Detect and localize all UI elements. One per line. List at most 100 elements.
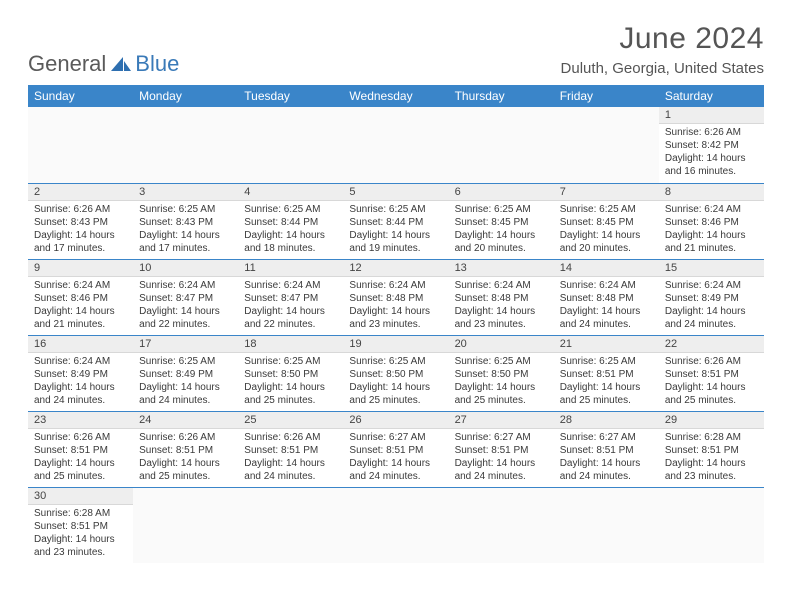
sunset-line: Sunset: 8:48 PM: [560, 292, 653, 305]
daylight-line: Daylight: 14 hours and 20 minutes.: [455, 229, 548, 255]
day-number: 21: [554, 336, 659, 353]
day-details: Sunrise: 6:27 AMSunset: 8:51 PMDaylight:…: [554, 429, 659, 487]
sunrise-line: Sunrise: 6:24 AM: [34, 355, 127, 368]
sunset-line: Sunset: 8:46 PM: [665, 216, 758, 229]
sunrise-line: Sunrise: 6:25 AM: [139, 355, 232, 368]
sunset-line: Sunset: 8:42 PM: [665, 139, 758, 152]
calendar-table: Sunday Monday Tuesday Wednesday Thursday…: [28, 85, 764, 563]
day-number: 12: [343, 260, 448, 277]
sunset-line: Sunset: 8:49 PM: [34, 368, 127, 381]
day-details: Sunrise: 6:24 AMSunset: 8:48 PMDaylight:…: [343, 277, 448, 335]
sunrise-line: Sunrise: 6:26 AM: [665, 126, 758, 139]
calendar-cell: 8Sunrise: 6:24 AMSunset: 8:46 PMDaylight…: [659, 183, 764, 259]
sunset-line: Sunset: 8:51 PM: [34, 444, 127, 457]
sunrise-line: Sunrise: 6:27 AM: [560, 431, 653, 444]
sunrise-line: Sunrise: 6:24 AM: [139, 279, 232, 292]
sunrise-line: Sunrise: 6:24 AM: [244, 279, 337, 292]
day-number: 4: [238, 184, 343, 201]
sunset-line: Sunset: 8:48 PM: [349, 292, 442, 305]
calendar-cell: [554, 487, 659, 563]
calendar-cell: 26Sunrise: 6:27 AMSunset: 8:51 PMDayligh…: [343, 411, 448, 487]
calendar-cell: 6 Sunrise: 6:25 AMSunset: 8:45 PMDaylight…: [449, 183, 554, 259]
sunset-line: Sunset: 8:51 PM: [349, 444, 442, 457]
day-number: 14: [554, 260, 659, 277]
day-number: 3: [133, 184, 238, 201]
day-number: 19: [343, 336, 448, 353]
calendar-cell: 3Sunrise: 6:25 AMSunset: 8:43 PMDaylight…: [133, 183, 238, 259]
day-number: 30: [28, 488, 133, 505]
sunrise-line: Sunrise: 6:24 AM: [665, 279, 758, 292]
calendar-week-row: 2Sunrise: 6:26 AMSunset: 8:43 PMDaylight…: [28, 183, 764, 259]
calendar-cell: 19Sunrise: 6:25 AMSunset: 8:50 PMDayligh…: [343, 335, 448, 411]
daylight-line: Daylight: 14 hours and 25 minutes.: [665, 381, 758, 407]
calendar-cell: [238, 487, 343, 563]
day-number: 23: [28, 412, 133, 429]
day-number: 5: [343, 184, 448, 201]
calendar-cell: 21Sunrise: 6:25 AMSunset: 8:51 PMDayligh…: [554, 335, 659, 411]
calendar-cell: 30Sunrise: 6:28 AMSunset: 8:51 PMDayligh…: [28, 487, 133, 563]
daylight-line: Daylight: 14 hours and 23 minutes.: [34, 533, 127, 559]
day-details: Sunrise: 6:24 AMSunset: 8:46 PMDaylight:…: [28, 277, 133, 335]
day-details: Sunrise: 6:26 AMSunset: 8:51 PMDaylight:…: [133, 429, 238, 487]
calendar-cell: 23Sunrise: 6:26 AMSunset: 8:51 PMDayligh…: [28, 411, 133, 487]
day-number: 29: [659, 412, 764, 429]
daylight-line: Daylight: 14 hours and 25 minutes.: [139, 457, 232, 483]
location: Duluth, Georgia, United States: [561, 60, 764, 77]
daylight-line: Daylight: 14 hours and 24 minutes.: [139, 381, 232, 407]
sunrise-line: Sunrise: 6:25 AM: [455, 355, 548, 368]
day-details: Sunrise: 6:25 AMSunset: 8:49 PMDaylight:…: [133, 353, 238, 411]
day-number: 6: [449, 184, 554, 201]
day-details: Sunrise: 6:25 AMSunset: 8:43 PMDaylight:…: [133, 201, 238, 259]
day-details: Sunrise: 6:25 AMSunset: 8:50 PMDaylight:…: [238, 353, 343, 411]
sunset-line: Sunset: 8:50 PM: [455, 368, 548, 381]
daylight-line: Daylight: 14 hours and 22 minutes.: [244, 305, 337, 331]
daylight-line: Daylight: 14 hours and 24 minutes.: [560, 305, 653, 331]
sunrise-line: Sunrise: 6:25 AM: [244, 355, 337, 368]
sunrise-line: Sunrise: 6:24 AM: [560, 279, 653, 292]
sunset-line: Sunset: 8:51 PM: [665, 444, 758, 457]
calendar-week-row: 1Sunrise: 6:26 AMSunset: 8:42 PMDaylight…: [28, 107, 764, 183]
day-details: Sunrise: 6:24 AMSunset: 8:47 PMDaylight:…: [133, 277, 238, 335]
daylight-line: Daylight: 14 hours and 18 minutes.: [244, 229, 337, 255]
day-number: 13: [449, 260, 554, 277]
daylight-line: Daylight: 14 hours and 20 minutes.: [560, 229, 653, 255]
calendar-cell: 14 Sunrise: 6:24 AMSunset: 8:48 PMDayligh…: [554, 259, 659, 335]
calendar-cell: [28, 107, 133, 183]
sunrise-line: Sunrise: 6:26 AM: [139, 431, 232, 444]
calendar-cell: [343, 107, 448, 183]
day-number: 9: [28, 260, 133, 277]
day-number: 11: [238, 260, 343, 277]
calendar-cell: [238, 107, 343, 183]
daylight-line: Daylight: 14 hours and 23 minutes.: [665, 457, 758, 483]
sunset-line: Sunset: 8:51 PM: [665, 368, 758, 381]
calendar-cell: 16Sunrise: 6:24 AMSunset: 8:49 PMDayligh…: [28, 335, 133, 411]
sunrise-line: Sunrise: 6:25 AM: [455, 203, 548, 216]
calendar-cell: [449, 487, 554, 563]
day-number: 20: [449, 336, 554, 353]
calendar-cell: 24Sunrise: 6:26 AMSunset: 8:51 PMDayligh…: [133, 411, 238, 487]
day-details: Sunrise: 6:25 AMSunset: 8:44 PMDaylight:…: [238, 201, 343, 259]
weekday-header-row: Sunday Monday Tuesday Wednesday Thursday…: [28, 85, 764, 107]
sunrise-line: Sunrise: 6:25 AM: [139, 203, 232, 216]
day-details: Sunrise: 6:26 AMSunset: 8:51 PMDaylight:…: [28, 429, 133, 487]
sunrise-line: Sunrise: 6:27 AM: [349, 431, 442, 444]
sunrise-line: Sunrise: 6:24 AM: [34, 279, 127, 292]
weekday-header: Wednesday: [343, 85, 448, 107]
daylight-line: Daylight: 14 hours and 23 minutes.: [455, 305, 548, 331]
day-number: 7: [554, 184, 659, 201]
sunrise-line: Sunrise: 6:26 AM: [34, 203, 127, 216]
calendar-cell: 17Sunrise: 6:25 AMSunset: 8:49 PMDayligh…: [133, 335, 238, 411]
sunset-line: Sunset: 8:46 PM: [34, 292, 127, 305]
sunset-line: Sunset: 8:51 PM: [139, 444, 232, 457]
calendar-cell: 22Sunrise: 6:26 AMSunset: 8:51 PMDayligh…: [659, 335, 764, 411]
day-number: 10: [133, 260, 238, 277]
daylight-line: Daylight: 14 hours and 25 minutes.: [244, 381, 337, 407]
sunrise-line: Sunrise: 6:25 AM: [560, 203, 653, 216]
sunset-line: Sunset: 8:51 PM: [455, 444, 548, 457]
sunrise-line: Sunrise: 6:27 AM: [455, 431, 548, 444]
sunset-line: Sunset: 8:45 PM: [455, 216, 548, 229]
calendar-cell: [554, 107, 659, 183]
calendar-week-row: 16Sunrise: 6:24 AMSunset: 8:49 PMDayligh…: [28, 335, 764, 411]
weekday-header: Thursday: [449, 85, 554, 107]
day-details: Sunrise: 6:24 AMSunset: 8:46 PMDaylight:…: [659, 201, 764, 259]
